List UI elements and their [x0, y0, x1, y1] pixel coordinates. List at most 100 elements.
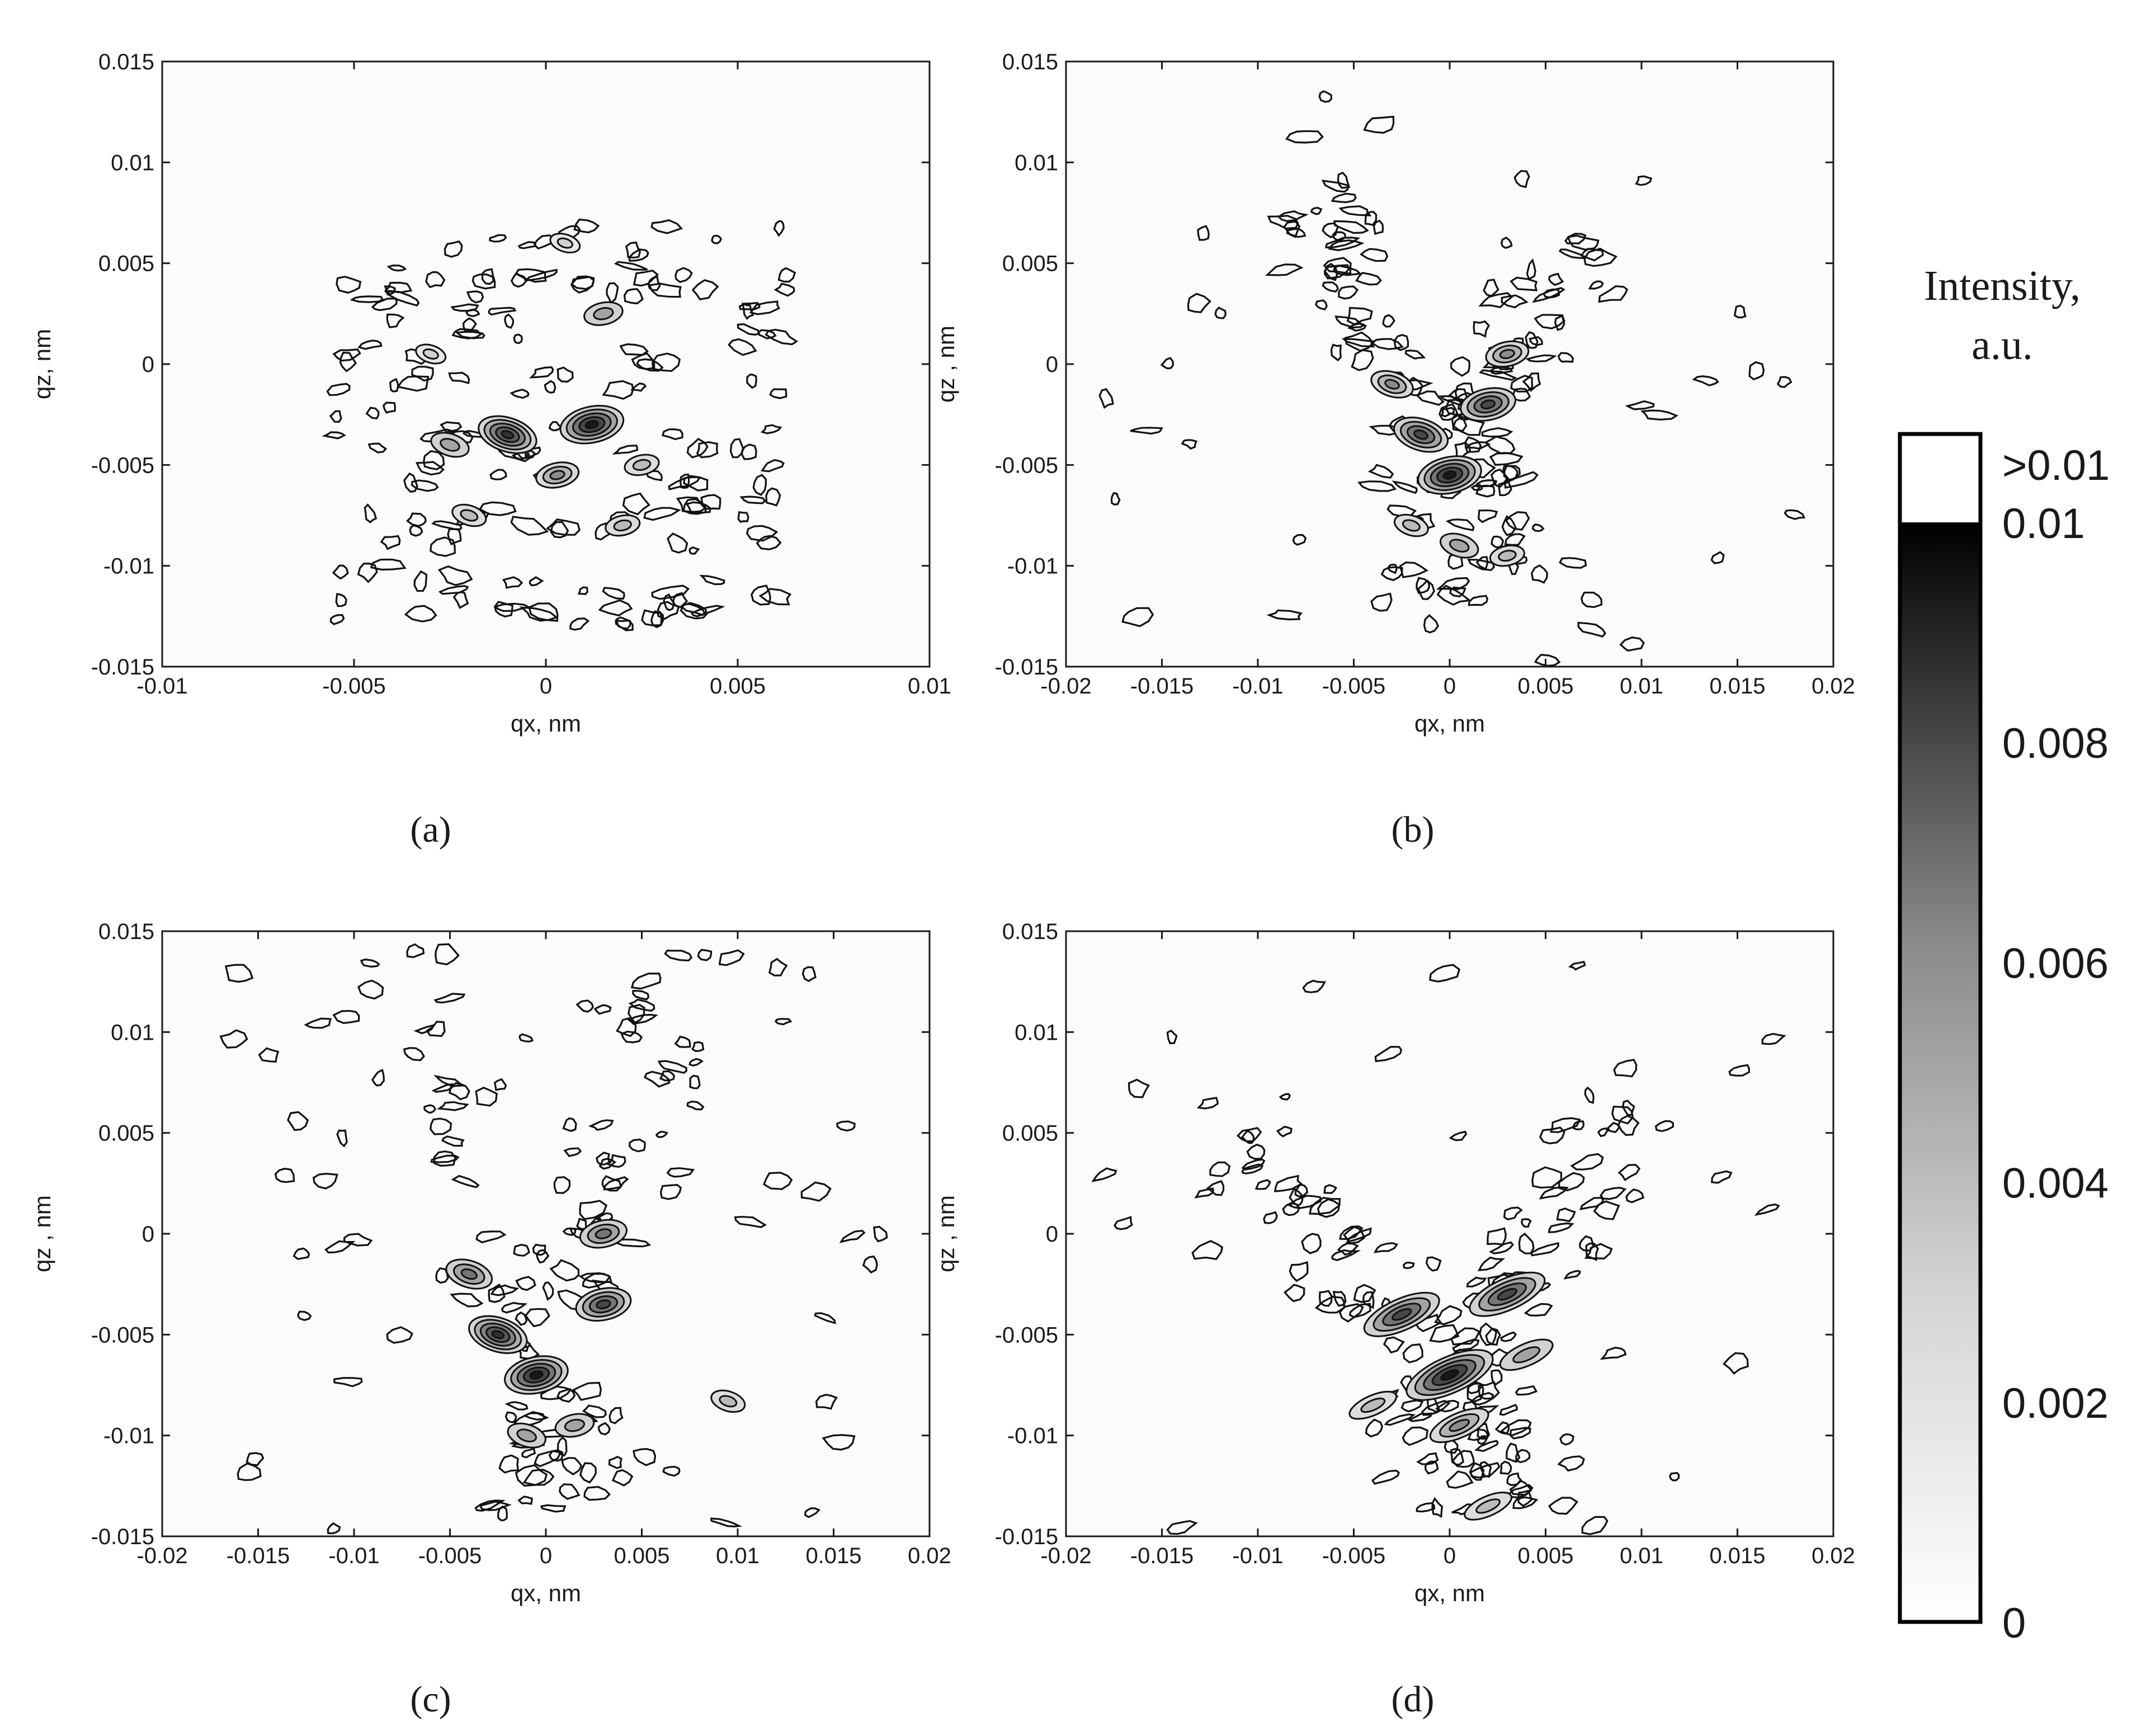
contour-island — [734, 1216, 767, 1228]
plot-area — [1066, 62, 1833, 667]
contour-island — [1521, 1218, 1532, 1228]
contour-island — [553, 1176, 571, 1194]
contour-island — [1393, 334, 1409, 351]
contour-island — [872, 1225, 888, 1243]
contour-island — [430, 1154, 460, 1163]
x-tick-label: 0.02 — [908, 1544, 951, 1568]
y-tick-label: 0.01 — [111, 150, 154, 175]
contour-island — [668, 476, 701, 490]
x-tick-label: -0.01 — [1232, 674, 1283, 699]
contour-island — [451, 328, 483, 339]
contour-island — [650, 219, 683, 234]
panel-label: (c) — [410, 1679, 451, 1720]
x-tick-label: -0.01 — [136, 674, 187, 699]
peak-contour — [1449, 539, 1470, 553]
contour-island — [1761, 1032, 1786, 1045]
contour-island — [423, 1104, 436, 1114]
contour-island — [1568, 960, 1586, 971]
plot-area — [1066, 931, 1833, 1536]
contour-island — [667, 532, 688, 554]
contour-island — [1464, 441, 1491, 450]
contour-island — [1635, 175, 1653, 186]
x-tick-label: 0.015 — [805, 1544, 861, 1568]
contour-island — [682, 498, 707, 515]
contour-island — [1559, 1433, 1574, 1446]
contour-island — [1784, 509, 1806, 520]
contour-island — [614, 261, 648, 271]
contour-island — [267, 682, 295, 697]
contour-island — [431, 520, 463, 531]
contour-island — [438, 565, 473, 586]
y-tick-label: 0.015 — [1002, 919, 1058, 944]
peak-contour — [1512, 1346, 1541, 1364]
contour-island — [1530, 1242, 1559, 1257]
contour-island — [737, 511, 749, 523]
contour-island — [371, 1069, 385, 1087]
contour-island — [1498, 478, 1512, 496]
contour-island — [326, 383, 351, 397]
contour-island — [1289, 1261, 1309, 1282]
panel-d: -0.02 -0.015 -0.01 -0.005 0 0.005 0.01 0.015 0.0… — [933, 919, 1855, 1720]
contour-island — [357, 563, 378, 583]
contour-island — [609, 1407, 624, 1424]
contour-island — [1241, 1163, 1264, 1174]
contour-island — [657, 1060, 687, 1074]
contour-island — [562, 1117, 577, 1132]
contour-island — [1318, 90, 1333, 103]
contour-island — [357, 979, 384, 1000]
contour-island — [1500, 237, 1513, 249]
contour-island — [641, 609, 663, 626]
contour-island — [532, 1243, 546, 1256]
y-tick-label: 0.005 — [1002, 1121, 1058, 1146]
contour-island — [619, 343, 649, 356]
contour-island — [371, 298, 398, 312]
contour-island — [1475, 479, 1498, 488]
contour-island — [1319, 1290, 1333, 1307]
contour-island — [1523, 1303, 1553, 1317]
contour-island — [1330, 343, 1342, 362]
contour-island — [1282, 1202, 1300, 1216]
contour-island — [775, 1018, 793, 1026]
y-tick-label: 0.015 — [98, 919, 154, 944]
panel-label: (a) — [410, 809, 451, 850]
contour-island — [1564, 233, 1587, 244]
contour-island — [1441, 407, 1455, 418]
y-tick-label: 0.005 — [1002, 252, 1058, 276]
contour-island — [559, 1483, 581, 1500]
x-tick-label: 0.005 — [1517, 1544, 1573, 1568]
contour-island — [1654, 1120, 1675, 1133]
contour-island — [1640, 409, 1679, 421]
colorbar-tick-label: 0.004 — [2002, 1160, 2109, 1207]
contour-island — [1489, 366, 1513, 375]
contour-island — [490, 1284, 520, 1296]
contour-island — [1510, 1427, 1531, 1440]
panel-c: -0.02 -0.015 -0.01 -0.005 0 0.005 0.01 0.015 0.0… — [29, 682, 951, 1720]
contour-island — [1669, 1471, 1680, 1482]
contour-island — [556, 366, 574, 383]
contour-island — [353, 761, 364, 775]
contour-island — [529, 366, 554, 379]
contour-island — [1380, 566, 1403, 581]
contour-island — [513, 333, 523, 345]
contour-island — [312, 1173, 338, 1190]
contour-island — [569, 617, 590, 631]
contour-island — [1435, 1399, 1460, 1413]
x-tick-label: 0 — [1444, 1544, 1456, 1568]
contour-island — [335, 593, 347, 607]
panel-b: -0.02 -0.015 -0.01 -0.005 0 0.005 0.01 0.015 0.0… — [933, 50, 1855, 850]
contour-island — [504, 1411, 517, 1423]
contour-island — [683, 475, 709, 492]
contour-island — [804, 1507, 820, 1518]
contour-island — [1338, 205, 1372, 216]
contour-island — [515, 1276, 536, 1291]
contour-island — [1479, 369, 1517, 381]
peak-contour — [440, 438, 460, 452]
contour-island — [1091, 1167, 1117, 1182]
contour-island — [608, 1455, 622, 1469]
contour-island — [1468, 595, 1489, 606]
contour-island — [1424, 1460, 1439, 1475]
contour-island — [647, 276, 661, 291]
contour-island — [403, 1047, 425, 1062]
contour-island — [433, 993, 466, 1004]
contour-island — [616, 1017, 637, 1037]
